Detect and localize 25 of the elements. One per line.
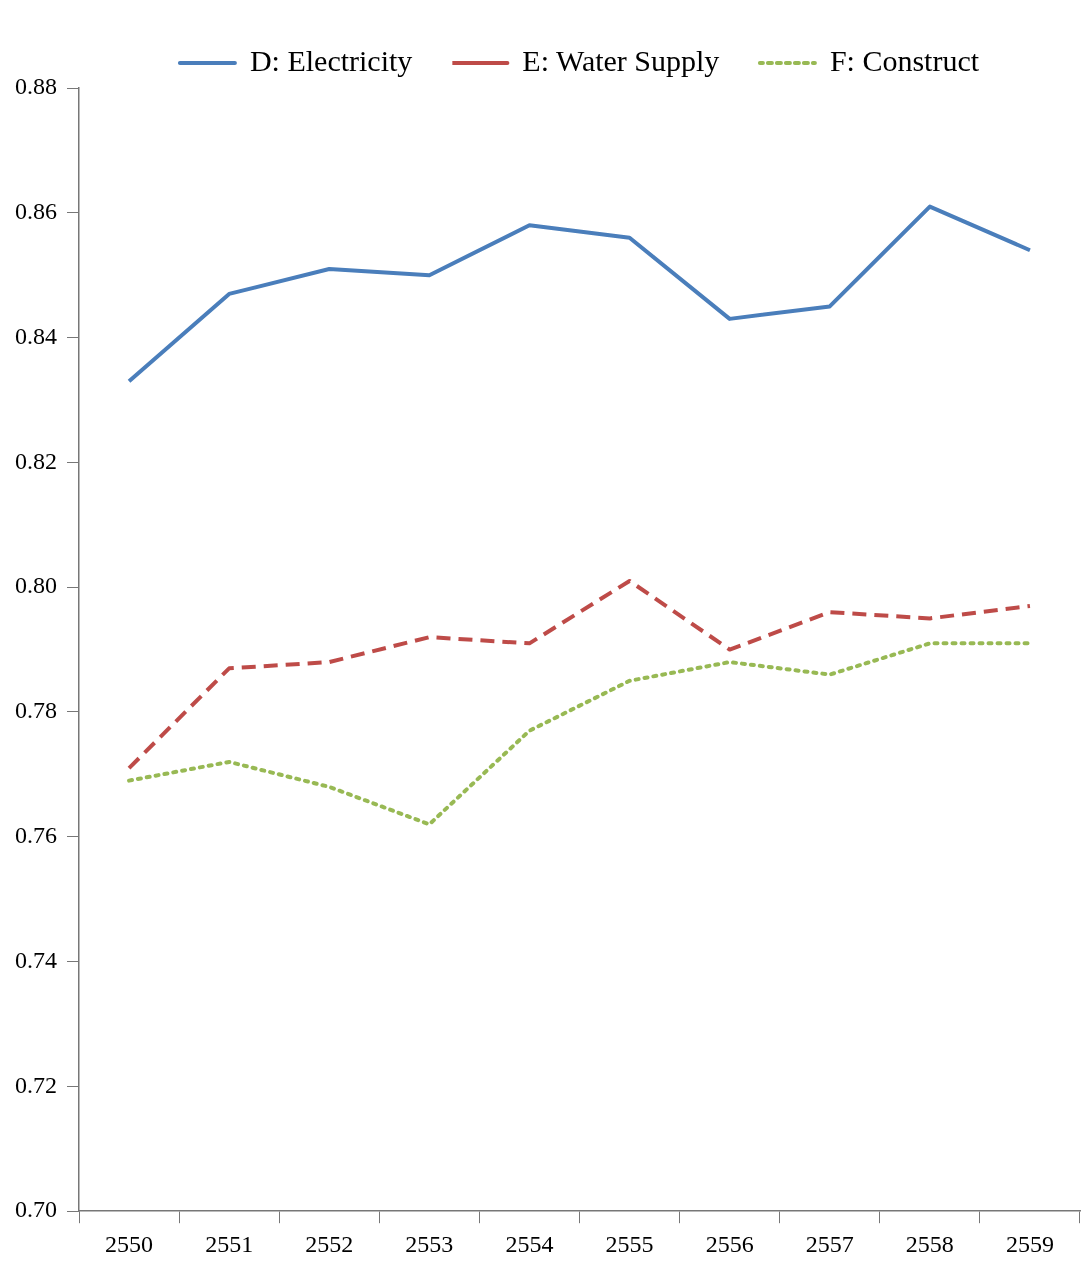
y-tick-label: 0.80 — [15, 572, 57, 599]
legend-label: E: Water Supply — [522, 43, 720, 77]
legend-label: D: Electricity — [249, 43, 413, 77]
y-tick-label: 0.76 — [15, 822, 57, 849]
y-tick-label: 0.84 — [15, 322, 57, 349]
x-tick-label: 2550 — [105, 1230, 154, 1257]
x-tick-label: 2554 — [505, 1230, 554, 1257]
x-tick-label: 2557 — [805, 1230, 854, 1257]
x-tick-label: 2559 — [1005, 1230, 1054, 1257]
y-tick-label: 0.78 — [15, 697, 57, 724]
y-tick-label: 0.88 — [15, 73, 57, 100]
x-tick-label: 2553 — [405, 1230, 454, 1257]
x-tick-label: 2555 — [605, 1230, 654, 1257]
x-tick-label: 2552 — [305, 1230, 354, 1257]
y-tick-label: 0.74 — [15, 946, 57, 973]
y-tick-label: 0.70 — [15, 1196, 57, 1223]
x-tick-label: 2558 — [905, 1230, 954, 1257]
y-tick-label: 0.86 — [15, 198, 57, 225]
x-tick-label: 2551 — [205, 1230, 254, 1257]
x-tick-label: 2556 — [705, 1230, 754, 1257]
line-series — [127, 641, 1032, 827]
y-tick-label: 0.82 — [15, 447, 57, 474]
line-series — [127, 578, 1032, 771]
legend-label: F: Construct — [829, 43, 980, 77]
y-tick-label: 0.72 — [15, 1071, 57, 1098]
